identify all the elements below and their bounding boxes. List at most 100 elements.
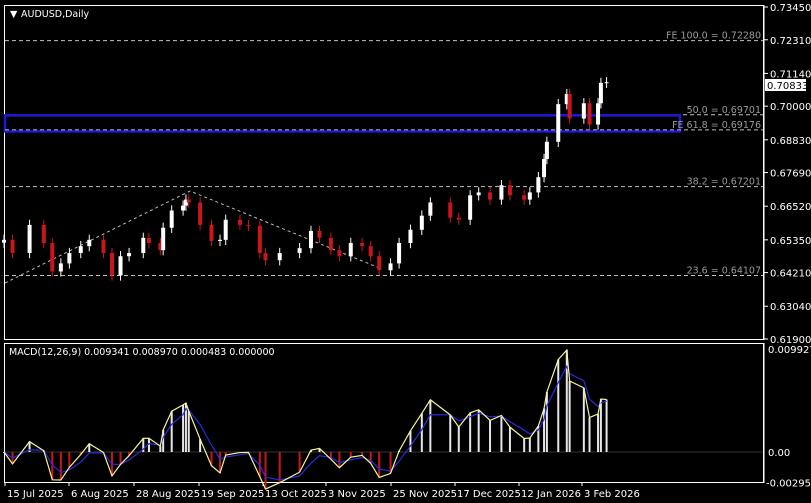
macd-histogram-bar: [128, 452, 131, 456]
candle-body: [428, 202, 433, 216]
current-price-value: 0.70833: [767, 81, 808, 92]
candle: [41, 219, 46, 249]
candle: [499, 180, 504, 205]
price-axis: 0.73450 0.72310 0.71140 0.70000 0.68830 0.676…: [763, 3, 811, 346]
candle: [337, 245, 342, 262]
date-tick-label: 15 Jul 2025: [7, 489, 64, 500]
macd-histogram-bar: [142, 438, 145, 452]
macd-histogram-bar: [420, 413, 423, 452]
macd-main-line: [3, 348, 607, 490]
macd-histogram-bar: [28, 441, 31, 452]
macd-histogram-bar: [588, 417, 591, 452]
macd-histogram-bar: [119, 452, 122, 465]
candle-body: [127, 253, 132, 257]
macd-histogram-bar: [68, 452, 71, 468]
macd-histogram-bar: [523, 438, 526, 452]
candle: [581, 98, 586, 124]
candle: [218, 234, 223, 247]
candle: [237, 214, 242, 231]
candle: [10, 234, 15, 259]
macd-histogram-bar: [599, 399, 602, 452]
macd-axis-label: 0.00: [768, 448, 790, 459]
macd-layer: [3, 348, 763, 490]
macd-histogram-bar: [557, 359, 560, 452]
candle-body: [527, 192, 532, 200]
price-tick-label: 0.63040: [770, 302, 811, 313]
candle-body: [419, 215, 424, 230]
price-tick-label: 0.73450: [770, 3, 811, 14]
candle: [223, 214, 228, 246]
macd-label: MACD(12,26,9) 0.009341 0.008970 0.000483…: [9, 347, 275, 358]
candle-body: [377, 256, 382, 271]
candle-body: [598, 82, 603, 104]
macd-histogram-bar: [182, 404, 185, 452]
support-zone-rectangle[interactable]: [3, 114, 682, 133]
current-price-tag: [765, 79, 806, 91]
candle-body: [67, 253, 72, 264]
candle: [476, 187, 481, 201]
price-tick-label: 0.70000: [770, 102, 811, 113]
candle: [183, 194, 188, 211]
date-tick-label: 6 Aug 2025: [71, 489, 129, 500]
candle-body: [408, 229, 413, 243]
candle: [263, 247, 268, 266]
candle: [388, 258, 393, 276]
macd-axis: 0.009927 0.00 -0.002957: [763, 343, 811, 489]
candle-body: [522, 195, 527, 200]
candle: [564, 88, 569, 110]
candle: [246, 219, 251, 231]
fibonacci-layer: FE 100.0 = 0.72280 50.0 = 0.69701 FE 61.8 …: [4, 31, 763, 284]
macd-histogram-bar: [162, 429, 165, 452]
candle-body: [388, 263, 393, 271]
candle-body: [448, 202, 453, 218]
candle-body: [118, 256, 123, 276]
candle: [368, 240, 373, 262]
candle: [556, 98, 561, 147]
fib-level-label: 50.0 = 0.69701: [687, 105, 761, 116]
price-tick-label: 0.65350: [770, 236, 811, 247]
candle: [169, 205, 174, 233]
candle: [101, 234, 106, 259]
candle-body: [146, 237, 151, 243]
macd-histogram-bar: [187, 410, 190, 452]
macd-histogram-bar: [329, 452, 332, 460]
macd-histogram-bar: [369, 452, 372, 464]
candle-body: [564, 94, 569, 105]
candle: [58, 258, 63, 277]
candle: [317, 225, 322, 243]
zone-layer: [3, 114, 682, 133]
candle: [468, 190, 473, 225]
candle-body: [499, 185, 504, 200]
candle-body: [337, 250, 342, 257]
price-tick-label: 0.64210: [770, 269, 811, 280]
candle-body: [246, 224, 251, 226]
macd-histogram-bar: [79, 452, 82, 455]
macd-histogram-bar: [489, 420, 492, 452]
candle-body: [161, 227, 166, 251]
candle-body: [488, 192, 493, 200]
candle-body: [456, 217, 461, 220]
candle-body: [209, 224, 214, 241]
candle: [118, 251, 123, 281]
macd-histogram-bar: [469, 412, 472, 452]
candle: [488, 187, 493, 205]
candle-body: [567, 94, 572, 119]
macd-histogram-bar: [429, 399, 432, 452]
dropdown-triangle-icon[interactable]: ▼: [10, 9, 18, 20]
candle: [598, 77, 603, 109]
candle-body: [263, 253, 268, 261]
candle: [198, 197, 203, 231]
candle: [408, 224, 413, 249]
date-tick-label: 3 Feb 2026: [584, 489, 640, 500]
macd-histogram-bar: [51, 452, 54, 480]
date-tick-label: 12 Jan 2026: [521, 489, 581, 500]
candle-body: [2, 239, 6, 243]
macd-histogram-bar: [389, 452, 392, 474]
candle-body: [587, 103, 592, 125]
fibonacci-trendline[interactable]: [4, 190, 383, 284]
candle: [27, 219, 32, 259]
candle-body: [237, 219, 242, 225]
macd-histogram-bar: [543, 408, 546, 452]
candle: [2, 234, 6, 248]
